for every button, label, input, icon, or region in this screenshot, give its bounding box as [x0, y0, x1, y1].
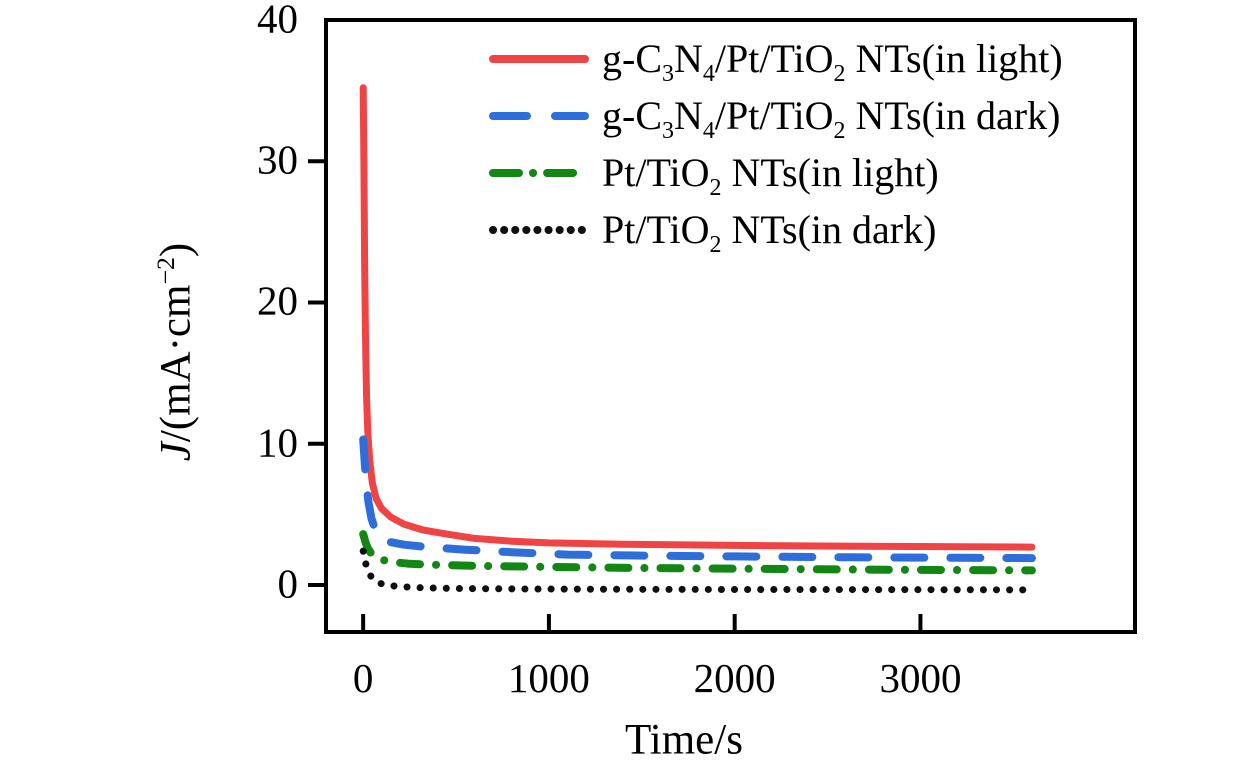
legend-line-swatch [489, 225, 589, 234]
y-tick-label: 10 [257, 418, 298, 465]
legend-line-swatch [489, 168, 589, 177]
y-tick-label: 40 [257, 0, 298, 42]
y-tick-label: 20 [257, 277, 298, 324]
plot-frame [324, 18, 1137, 634]
legend-item: Pt/TiO2 NTs(in dark) [489, 201, 1063, 258]
series-line-3 [359, 547, 1036, 594]
legend-line-swatch [489, 111, 589, 120]
legend-label: g-C3N4/Pt/TiO2 NTs(in dark) [602, 92, 1061, 144]
x-tick-label: 3000 [879, 655, 962, 701]
series-line-1 [359, 435, 1036, 563]
legend-label: Pt/TiO2 NTs(in light) [602, 149, 939, 201]
x-tick-label: 1000 [507, 655, 590, 701]
x-axis-title: Time/s [625, 716, 743, 764]
legend: g-C3N4/Pt/TiO2 NTs(in light) g-C3N4/Pt/Ti… [489, 30, 1063, 258]
legend-line-swatch [489, 54, 589, 63]
x-tick-label: 2000 [693, 655, 776, 701]
series-line-2 [359, 530, 1036, 575]
legend-label: g-C3N4/Pt/TiO2 NTs(in light) [602, 35, 1063, 87]
legend-item: g-C3N4/Pt/TiO2 NTs(in dark) [489, 87, 1063, 144]
y-tick-label: 0 [277, 560, 299, 607]
y-tick-label: 30 [257, 136, 298, 183]
legend-item: g-C3N4/Pt/TiO2 NTs(in light) [489, 30, 1063, 87]
legend-item: Pt/TiO2 NTs(in light) [489, 144, 1063, 201]
series-line-0 [359, 84, 1036, 551]
legend-label: Pt/TiO2 NTs(in dark) [602, 206, 937, 258]
x-tick-label: 0 [352, 655, 374, 701]
